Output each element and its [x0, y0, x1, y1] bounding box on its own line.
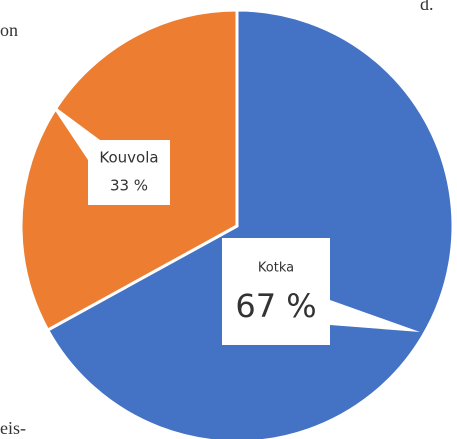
- callouts: [50, 103, 420, 345]
- margin-text: eis-: [0, 418, 26, 438]
- pie: [19, 8, 455, 439]
- callout-box: [222, 238, 420, 345]
- pie-slice: [45, 8, 455, 439]
- margin-text: d.: [420, 0, 434, 14]
- label-value: 33 %: [110, 177, 148, 195]
- label-value: 67 %: [235, 287, 316, 325]
- label-name: Kouvola: [99, 149, 158, 167]
- callout-box: [50, 103, 170, 205]
- margin-text: on: [0, 20, 18, 40]
- label-name: Kotka: [258, 261, 294, 276]
